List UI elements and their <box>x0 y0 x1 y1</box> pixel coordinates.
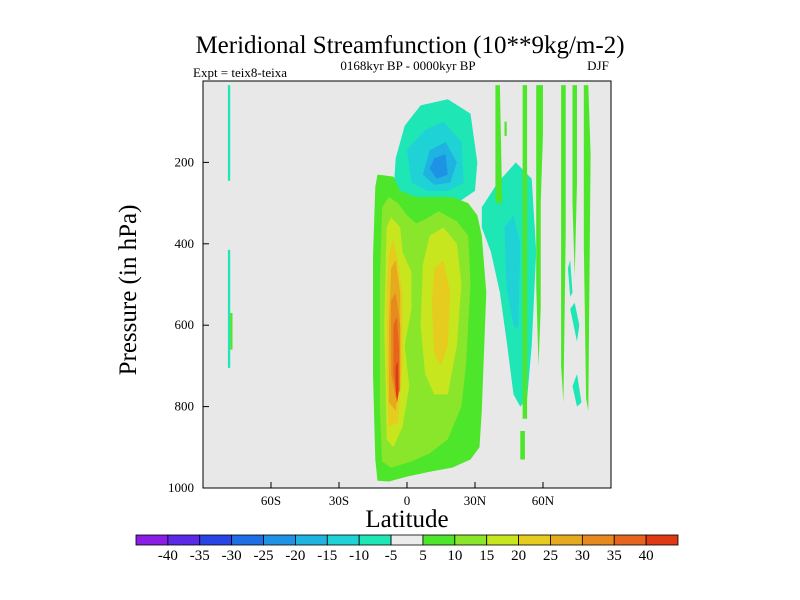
colorbar-label: -10 <box>349 548 369 564</box>
x-tick-label: 60N <box>532 493 555 508</box>
contour-fill-layer <box>227 85 591 482</box>
x-axis-label: Latitude <box>365 506 448 533</box>
colorbar-swatch <box>422 534 456 546</box>
contour-region-17 <box>561 85 566 403</box>
colorbar-swatch <box>295 534 328 546</box>
colorbar-swatch <box>135 534 169 546</box>
contour-region-10 <box>572 374 582 407</box>
experiment-label: Expt = teix8-teixa <box>193 65 287 80</box>
contour-region-5 <box>429 154 448 179</box>
colorbar-label: 5 <box>419 548 427 564</box>
figure-title: Meridional Streamfunction (10**9kg/m-2) <box>195 32 624 59</box>
contour-region-25 <box>431 260 451 366</box>
period-label: 0168kyr BP - 0000kyr BP <box>340 58 475 73</box>
colorbar-swatch <box>613 534 647 546</box>
colorbar-label: -20 <box>285 548 305 564</box>
contour-region-0 <box>227 85 231 181</box>
colorbar-label: -35 <box>190 548 210 564</box>
y-tick-label: 400 <box>175 236 195 251</box>
season-label: DJF <box>587 58 609 73</box>
y-axis-ticks: 200 400 600 800 1000 <box>168 154 209 495</box>
contour-region-20 <box>504 121 507 136</box>
colorbar-label: 10 <box>447 548 462 564</box>
y-tick-label: 800 <box>175 399 195 414</box>
colorbar-swatch <box>550 534 583 546</box>
contour-region-7 <box>504 215 521 330</box>
x-tick-label: 60S <box>261 493 281 508</box>
colorbar-label: -15 <box>317 548 337 564</box>
x-axis-ticks: 60S 30S 0 30N 60N <box>261 482 555 508</box>
y-tick-label: 200 <box>175 154 195 169</box>
colorbar-label: -5 <box>385 548 398 564</box>
contour-region-16 <box>520 431 525 460</box>
colorbar-label: 35 <box>607 548 622 564</box>
x-tick-label: 30N <box>464 493 487 508</box>
contour-region-8 <box>567 260 573 297</box>
colorbar-swatch <box>581 534 615 546</box>
colorbar-swatch <box>645 534 679 546</box>
contour-region-18 <box>572 85 577 277</box>
contour-region-1 <box>227 249 231 368</box>
plot-area: 60S 30S 0 30N 60N 200 400 600 800 1000 <box>168 80 612 508</box>
colorbar-swatch <box>358 534 392 546</box>
contour-region-9 <box>570 302 580 342</box>
colorbar-swatch <box>263 534 296 546</box>
colorbar-label: 40 <box>639 548 654 564</box>
y-axis-label: Pressure (in hPa) <box>115 205 142 376</box>
colorbar-label: 25 <box>543 548 558 564</box>
colorbar-swatch <box>231 534 264 546</box>
x-tick-label: 30S <box>329 493 349 508</box>
colorbar-label: 15 <box>479 548 494 564</box>
colorbar: -40 -35 -30 -25 -20 -15 -10 -5 5 10 15 20 25 30 35 40 <box>135 534 679 564</box>
contour-region-19 <box>583 85 591 411</box>
contour-region-13 <box>495 85 503 204</box>
colorbar-label: 20 <box>511 548 526 564</box>
contour-region-29 <box>395 361 399 403</box>
colorbar-label: 30 <box>575 548 590 564</box>
contour-region-15 <box>536 85 543 366</box>
contour-region-11 <box>230 313 233 350</box>
y-tick-label: 1000 <box>168 480 194 495</box>
y-tick-label: 600 <box>175 317 195 332</box>
colorbar-label: -30 <box>222 548 242 564</box>
colorbar-swatch <box>518 534 551 546</box>
contour-region-14 <box>522 85 528 419</box>
colorbar-swatch <box>167 534 201 546</box>
colorbar-swatch <box>454 534 488 546</box>
colorbar-swatch <box>326 534 360 546</box>
colorbar-swatch <box>199 534 233 546</box>
colorbar-swatch <box>390 534 424 546</box>
colorbar-swatch <box>486 534 519 546</box>
colorbar-label: -25 <box>254 548 274 564</box>
colorbar-label: -40 <box>158 548 178 564</box>
x-tick-label: 0 <box>404 493 411 508</box>
